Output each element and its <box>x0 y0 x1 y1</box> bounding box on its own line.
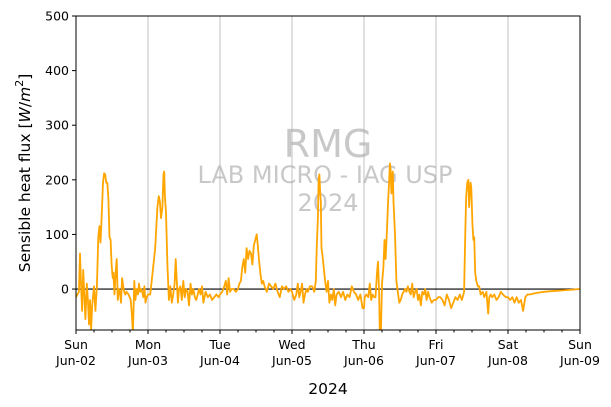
x-tick-label-date: Jun-08 <box>487 353 528 368</box>
y-tick-label: 200 <box>45 172 69 187</box>
x-tick-label-day: Sun <box>64 337 88 352</box>
x-tick-label-date: Jun-06 <box>343 353 384 368</box>
series-line-sensible-heat-flux <box>76 162 580 330</box>
y-tick-label: 100 <box>45 227 69 242</box>
vertical-grid <box>147 16 509 330</box>
y-tick-label: 0 <box>61 282 69 297</box>
x-axis-title: 2024 <box>308 380 347 398</box>
y-axis: 0 100 200 300 400 500 <box>45 9 76 297</box>
y-tick-label: 500 <box>45 9 69 24</box>
x-tick-label-date: Jun-02 <box>55 353 96 368</box>
x-tick-label-day: Fri <box>429 337 444 352</box>
x-tick-label-date: Jun-04 <box>199 353 240 368</box>
x-tick-label-day: Mon <box>135 337 161 352</box>
watermark-line-1: RMG <box>284 122 373 166</box>
x-tick-label-day: Tue <box>208 337 231 352</box>
x-tick-label-date: Jun-03 <box>127 353 168 368</box>
x-tick-label-date: Jun-05 <box>271 353 312 368</box>
watermark-line-2: LAB MICRO - IAG USP <box>197 161 452 189</box>
y-tick-label: 300 <box>45 118 69 133</box>
x-tick-label-day: Sun <box>568 337 592 352</box>
x-tick-label-day: Sat <box>498 337 519 352</box>
x-axis: SunJun-02MonJun-03TueJun-04WedJun-05ThuJ… <box>55 330 600 368</box>
y-axis-title: Sensible heat flux [W/m2] <box>13 74 34 273</box>
y-tick-label: 400 <box>45 63 69 78</box>
x-tick-label-date: Jun-09 <box>559 353 600 368</box>
x-tick-label-day: Thu <box>351 337 375 352</box>
x-tick-label-date: Jun-07 <box>415 353 456 368</box>
watermark: RMG LAB MICRO - IAG USP 2024 <box>197 122 452 217</box>
watermark-line-3: 2024 <box>297 189 358 217</box>
x-tick-label-day: Wed <box>278 337 305 352</box>
